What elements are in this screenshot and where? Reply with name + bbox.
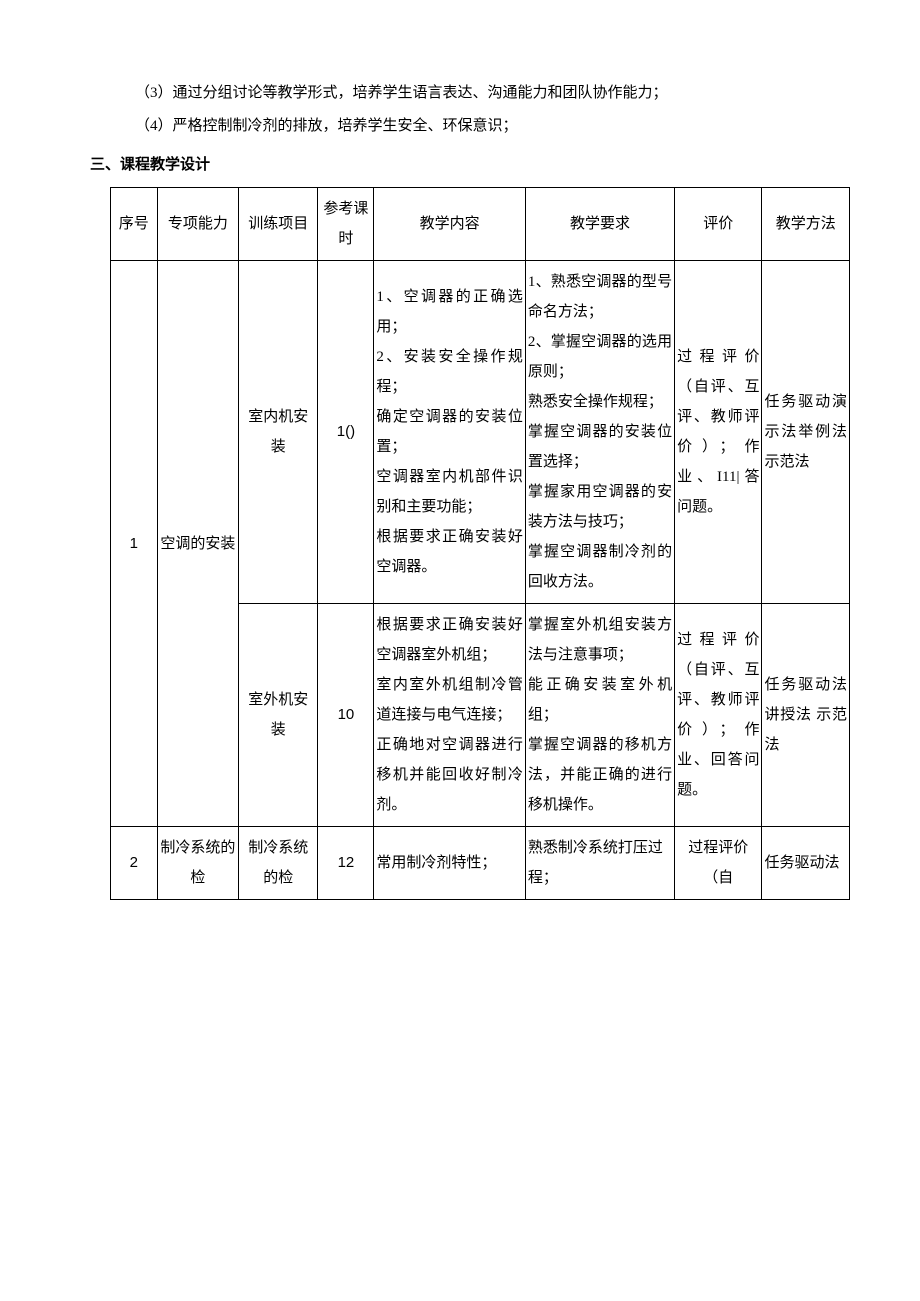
cell-hours: 12 <box>318 827 374 900</box>
header-project: 训练项目 <box>239 188 318 261</box>
cell-ability: 制冷系统的检 <box>157 827 239 900</box>
table-header-row: 序号 专项能力 训练项目 参考课时 教学内容 教学要求 评价 教学方法 <box>111 188 850 261</box>
cell-hours: 1() <box>318 261 374 604</box>
cell-hours: 10 <box>318 604 374 827</box>
header-require: 教学要求 <box>525 188 674 261</box>
header-seq: 序号 <box>111 188 158 261</box>
cell-content: 1、空调器的正确选用； 2、安装安全操作规程； 确定空调器的安装位置； 空调器室… <box>374 261 526 604</box>
cell-project: 制冷系统的检 <box>239 827 318 900</box>
cell-require: 掌握室外机组安装方法与注意事项； 能正确安装室外机组； 掌握空调器的移机方法，并… <box>525 604 674 827</box>
course-design-table: 序号 专项能力 训练项目 参考课时 教学内容 教学要求 评价 教学方法 1 空调… <box>110 187 850 900</box>
cell-eval: 过程评价（自 <box>675 827 762 900</box>
cell-require: 1、熟悉空调器的型号命名方法； 2、掌握空调器的选用原则； 熟悉安全操作规程； … <box>525 261 674 604</box>
header-eval: 评价 <box>675 188 762 261</box>
cell-ability: 空调的安装 <box>157 261 239 827</box>
cell-content: 常用制冷剂特性； <box>374 827 526 900</box>
cell-method: 任务驱动法 讲授法 示范法 <box>762 604 850 827</box>
cell-content: 根据要求正确安装好空调器室外机组； 室内室外机组制冷管道连接与电气连接； 正确地… <box>374 604 526 827</box>
header-hours: 参考课时 <box>318 188 374 261</box>
cell-project: 室外机安装 <box>239 604 318 827</box>
table-row: 2 制冷系统的检 制冷系统的检 12 常用制冷剂特性； 熟悉制冷系统打压过程； … <box>111 827 850 900</box>
header-content: 教学内容 <box>374 188 526 261</box>
cell-seq: 1 <box>111 261 158 827</box>
paragraph-4: （4）严格控制制冷剂的排放，培养学生安全、环保意识； <box>135 113 830 140</box>
cell-project: 室内机安装 <box>239 261 318 604</box>
cell-method: 任务驱动法 <box>762 827 850 900</box>
header-ability: 专项能力 <box>157 188 239 261</box>
paragraph-3: （3）通过分组讨论等教学形式，培养学生语言表达、沟通能力和团队协作能力； <box>135 80 830 107</box>
cell-eval: 过程评价（自评、互评、教师评价）；作业、I11|答问题。 <box>675 261 762 604</box>
section-title: 三、课程教学设计 <box>90 152 830 179</box>
cell-require: 熟悉制冷系统打压过程； <box>525 827 674 900</box>
table-row: 1 空调的安装 室内机安装 1() 1、空调器的正确选用； 2、安装安全操作规程… <box>111 261 850 604</box>
cell-eval: 过程评价（自评、互评、教师评价）；作业、回答问题。 <box>675 604 762 827</box>
cell-method: 任务驱动演示法举例法示范法 <box>762 261 850 604</box>
cell-seq: 2 <box>111 827 158 900</box>
header-method: 教学方法 <box>762 188 850 261</box>
